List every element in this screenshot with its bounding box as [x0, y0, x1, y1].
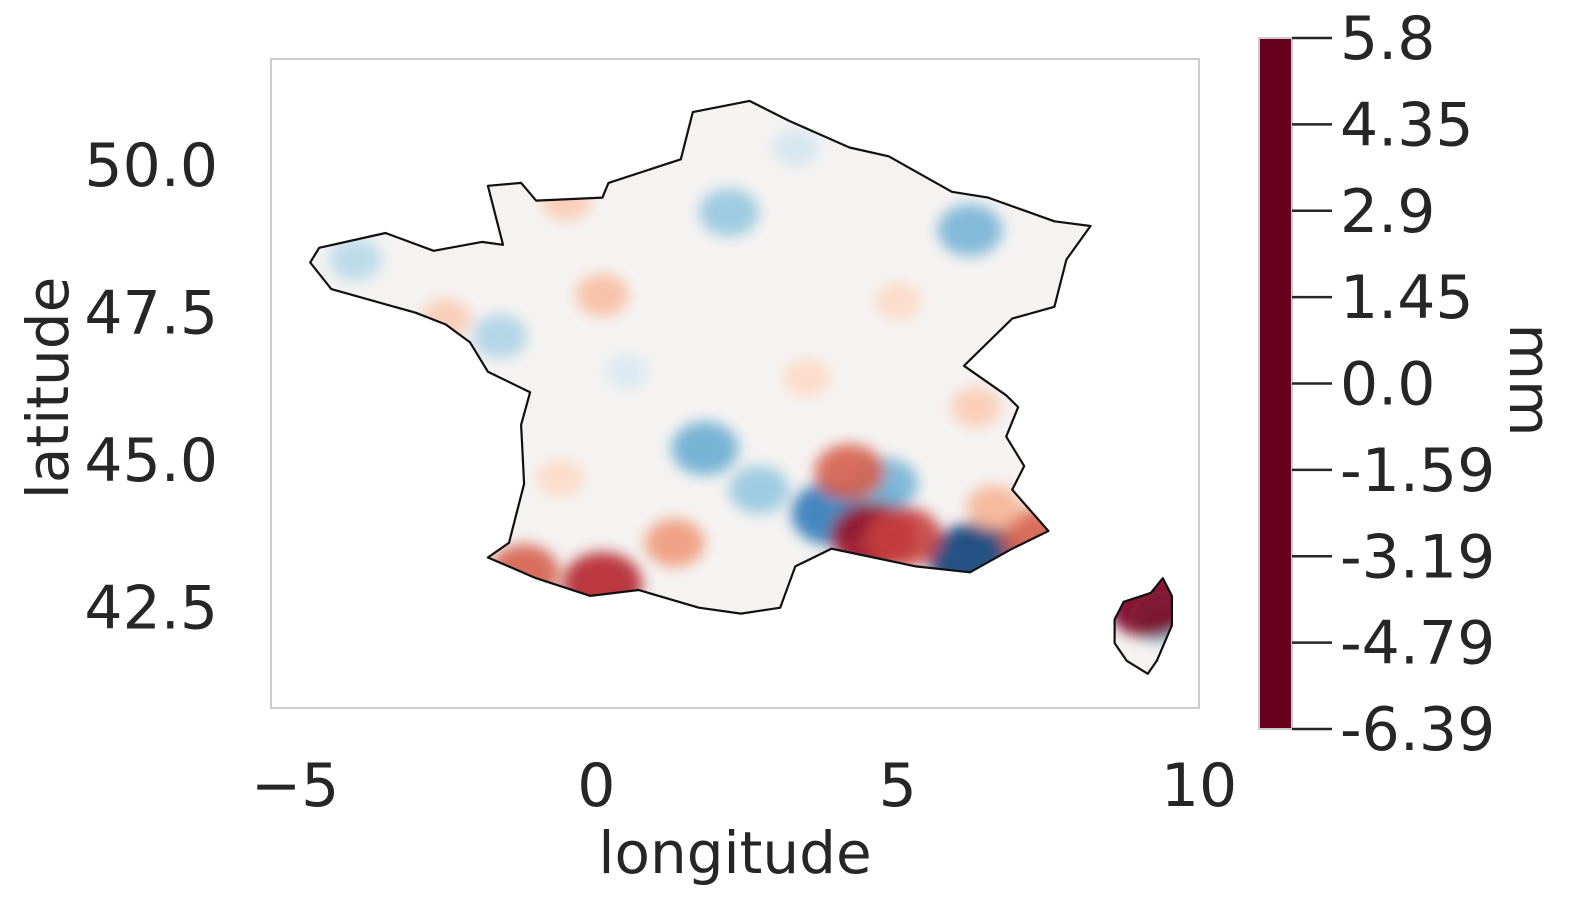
anomaly-patch — [604, 353, 649, 390]
corsica-outline — [1113, 577, 1173, 675]
y-tick-label: 50.0 — [84, 131, 218, 201]
anomaly-patch — [783, 358, 831, 397]
colorbar-tick-label: 1.45 — [1340, 263, 1474, 333]
y-axis-label: latitude — [14, 277, 82, 500]
anomaly-patch — [729, 465, 790, 514]
anomaly-patch — [866, 506, 942, 567]
anomaly-patch — [671, 421, 739, 476]
x-axis-label: longitude — [598, 819, 871, 887]
mainland-outline — [309, 99, 1092, 615]
colorbar-tick-label: 0.0 — [1340, 350, 1435, 420]
x-axis-ticks: −5 0 5 10 — [251, 751, 1237, 821]
anomaly-patch — [951, 387, 1001, 428]
x-tick-label: 0 — [577, 751, 615, 821]
y-axis-ticks: 50.0 47.5 45.0 42.5 — [84, 131, 218, 644]
y-tick-label: 47.5 — [84, 279, 218, 349]
colorbar-tick-label: 4.35 — [1340, 90, 1474, 160]
colorbar-tick-label: -1.59 — [1340, 436, 1495, 506]
colorbar-label: mm — [1496, 324, 1564, 437]
anomaly-patch — [966, 485, 1022, 530]
x-tick-label: 10 — [1161, 751, 1237, 821]
france-outline — [309, 99, 1173, 675]
anomaly-patch — [644, 518, 705, 567]
anomaly-patch — [814, 444, 885, 500]
anomaly-patch — [937, 204, 1003, 257]
y-tick-label: 42.5 — [84, 574, 218, 644]
y-tick-label: 45.0 — [84, 426, 218, 496]
anomaly-patch — [575, 273, 629, 317]
anomaly-patch — [328, 238, 382, 281]
colorbar-tick-label: -3.19 — [1340, 522, 1495, 592]
colorbar-tick-label: -6.39 — [1340, 695, 1495, 765]
colorbar — [1258, 37, 1293, 730]
anomaly-patch — [536, 459, 584, 497]
anomaly-patch — [699, 188, 759, 237]
colorbar-tick-label: 2.9 — [1340, 177, 1435, 247]
anomaly-patch — [874, 282, 922, 320]
anomaly-patch — [771, 128, 819, 167]
colorbar-ticks: 5.8 4.35 2.9 1.45 0.0 -1.59 -3.19 -4.79 -6.39 — [1292, 4, 1495, 765]
x-tick-label: 5 — [879, 751, 917, 821]
colorbar-tick-label: 5.8 — [1340, 4, 1435, 74]
anomaly-patch — [472, 314, 528, 359]
colorbar-tick-label: -4.79 — [1340, 609, 1495, 679]
x-tick-label: −5 — [251, 751, 339, 821]
